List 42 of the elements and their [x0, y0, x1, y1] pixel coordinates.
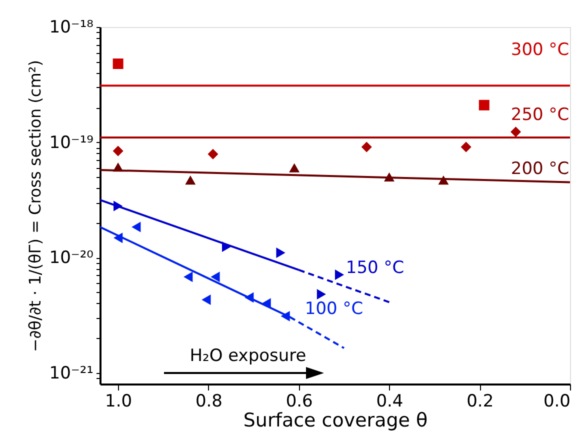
series-label: 150 °C	[346, 258, 404, 278]
point	[280, 310, 290, 322]
point	[361, 142, 372, 152]
point	[184, 272, 193, 282]
point	[112, 58, 124, 69]
y-tick-label: 10⁻²¹	[49, 363, 94, 384]
x-axis-title: Surface coverage θ	[243, 410, 428, 432]
annotation: H₂O exposure	[190, 346, 306, 366]
y-tick-label: 10⁻²⁰	[49, 248, 94, 268]
series-label: 100 °C	[304, 299, 364, 319]
point	[384, 172, 394, 182]
point	[208, 148, 218, 160]
point	[276, 248, 286, 258]
point	[460, 142, 472, 152]
point	[438, 176, 449, 185]
point	[510, 126, 522, 138]
x-tick-label: 0.0	[543, 392, 570, 412]
point	[289, 163, 300, 172]
y-tick-label: 10⁻¹⁹	[49, 132, 94, 153]
point	[244, 292, 254, 303]
x-tick-label: 0.8	[195, 392, 222, 412]
point	[478, 100, 490, 110]
x-tick-label: 1.0	[105, 392, 132, 412]
point	[334, 269, 344, 280]
series-label: 250 °C	[510, 105, 570, 125]
x-tick-label: 0.6	[286, 392, 313, 412]
point	[210, 272, 220, 282]
y-tick-label: 10⁻¹⁸	[49, 18, 94, 38]
y-axis-title: −∂θ/∂t · 1/(θΓ) = Cross section (cm²)	[25, 60, 44, 352]
point	[316, 289, 326, 300]
x-tick-label: 0.4	[376, 392, 404, 412]
point	[112, 162, 124, 172]
point	[185, 176, 196, 185]
text: 200 °C	[510, 159, 570, 179]
point	[114, 200, 123, 212]
point	[112, 146, 124, 156]
text: 300 °C	[510, 40, 570, 60]
point	[132, 222, 141, 232]
point	[222, 242, 232, 252]
x-tick-label: 0.2	[466, 392, 494, 412]
point	[114, 232, 123, 244]
point	[202, 294, 211, 306]
